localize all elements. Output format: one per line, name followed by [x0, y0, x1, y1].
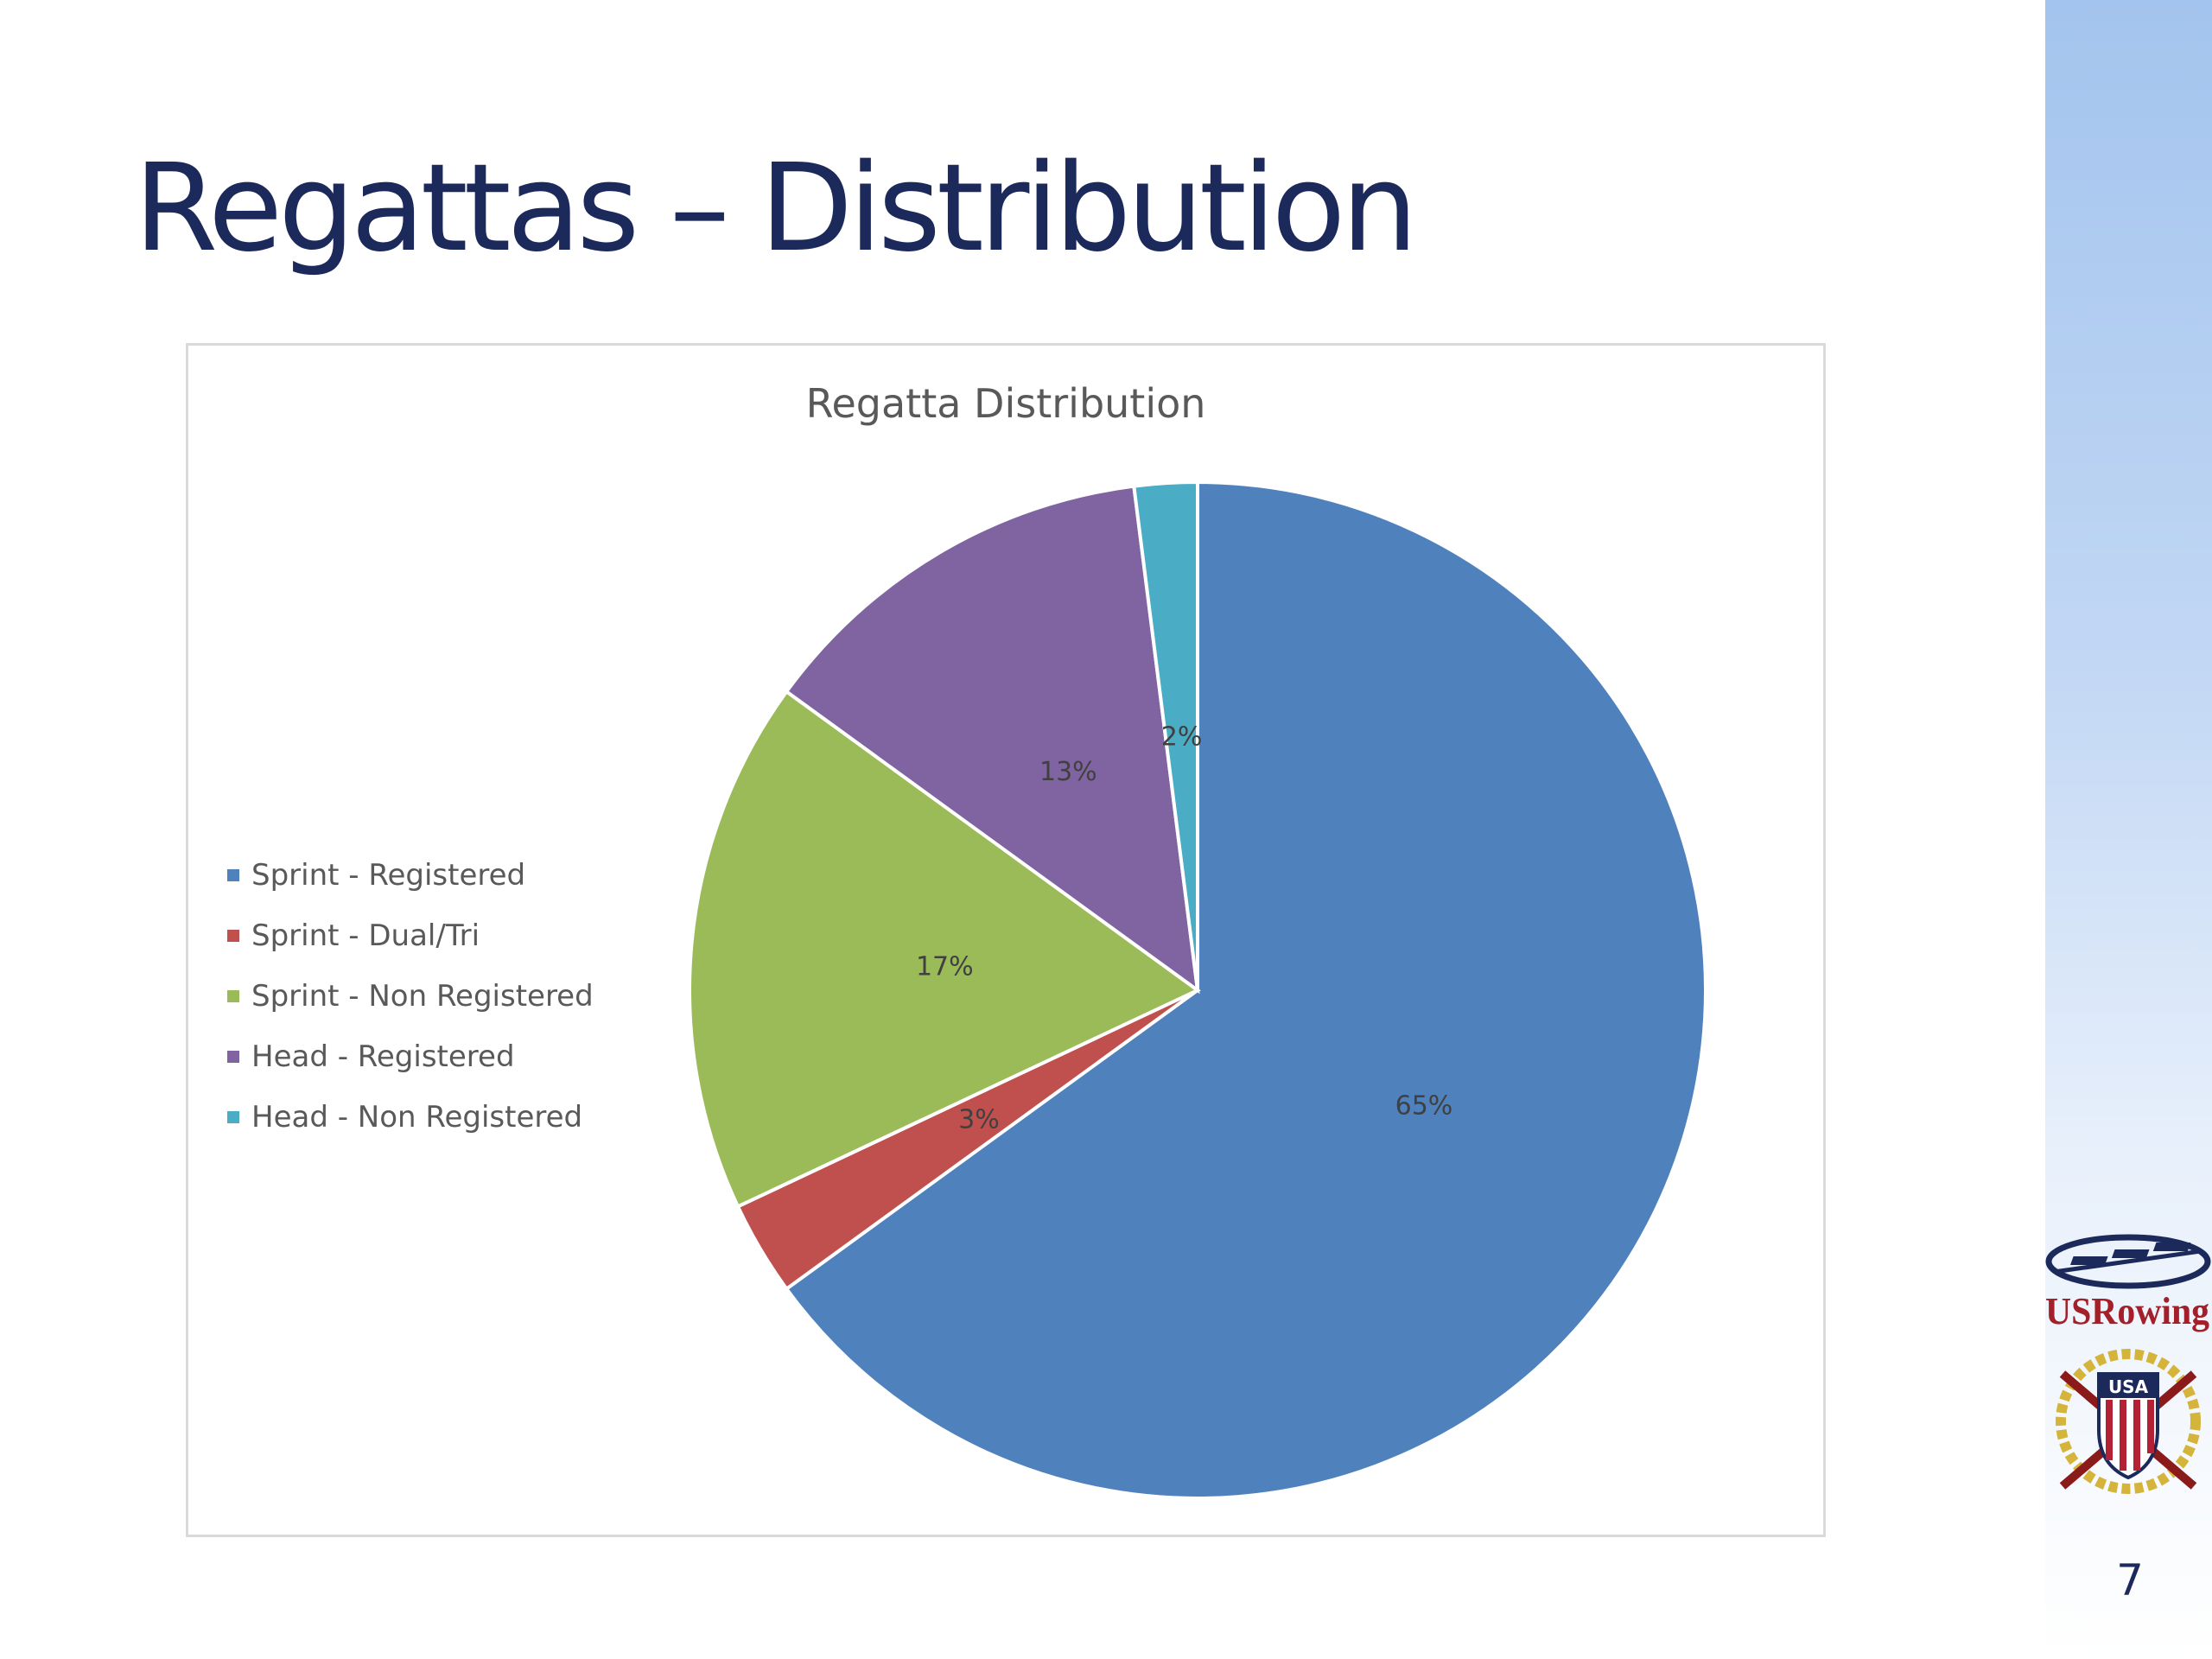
pie-chart: 65% 3% 17% 13% 2% — [688, 480, 1707, 1500]
page-number: 7 — [2116, 1555, 2144, 1605]
crest-usa-label: USA — [2108, 1376, 2149, 1397]
slice-data-label: 3% — [958, 1105, 1000, 1135]
pie-slice — [784, 484, 1200, 995]
slide-title: Regattas – Distribution — [134, 138, 1418, 279]
legend-swatch — [227, 869, 239, 881]
legend-label: Sprint - Dual/Tri — [251, 918, 480, 953]
pie-slice — [784, 480, 1707, 1500]
legend-label: Sprint - Registered — [251, 858, 526, 893]
legend-label: Head - Non Registered — [251, 1100, 583, 1135]
slice-data-label: 65% — [1395, 1090, 1453, 1121]
legend-label: Sprint - Non Registered — [251, 979, 594, 1014]
legend-item: Head - Non Registered — [227, 1087, 594, 1147]
chart-title: Regatta Distribution — [805, 380, 1206, 427]
legend-item: Head - Registered — [227, 1027, 594, 1087]
legend-swatch — [227, 930, 239, 942]
legend-swatch — [227, 1111, 239, 1123]
slice-data-label: 13% — [1039, 757, 1097, 787]
pie-slice — [688, 689, 1201, 1210]
slice-data-label: 2% — [1161, 722, 1203, 753]
legend-item: Sprint - Dual/Tri — [227, 906, 594, 966]
legend-swatch — [227, 990, 239, 1002]
usa-crest-icon: USA — [2056, 1349, 2201, 1494]
legend-swatch — [227, 1051, 239, 1063]
chart-legend: Sprint - Registered Sprint - Dual/Tri Spri… — [227, 845, 594, 1147]
legend-item: Sprint - Registered — [227, 845, 594, 906]
legend-item: Sprint - Non Registered — [227, 966, 594, 1027]
logo-wordmark: USRowing — [2045, 1290, 2209, 1332]
chart-container: Regatta Distribution Sprint - Registered… — [186, 343, 1826, 1537]
pie-slice — [1132, 480, 1199, 991]
legend-label: Head - Registered — [251, 1039, 515, 1074]
oar-blades-icon — [2045, 1234, 2211, 1289]
slice-data-label: 17% — [916, 951, 974, 982]
usrowing-logo: USRowing USA — [2045, 1234, 2211, 1494]
